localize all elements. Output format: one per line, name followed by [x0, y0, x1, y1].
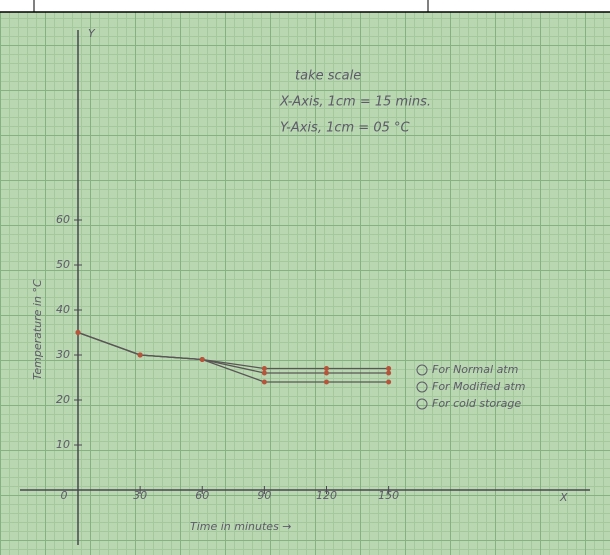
x-tick-label: 150 [378, 489, 399, 502]
point [324, 380, 329, 385]
chart: take scale X-Axis, 1cm = 15 mins. Y-Axis… [0, 0, 610, 555]
series-line [78, 333, 389, 383]
point [324, 366, 329, 371]
point [386, 371, 391, 376]
annotation: take scale [295, 69, 361, 84]
point [386, 380, 391, 385]
y-tick-label: 60 [56, 213, 70, 226]
y-tick-label: 20 [56, 393, 70, 406]
point [324, 371, 329, 376]
x-tick-label: 120 [316, 489, 337, 502]
point [262, 371, 267, 376]
point [386, 366, 391, 371]
annotation: X-Axis, 1cm = 15 mins. [279, 95, 431, 110]
y-axis-name: Y [88, 27, 96, 40]
legend-marker [417, 382, 427, 392]
point [76, 330, 81, 335]
y-tick-label: 10 [56, 438, 70, 451]
point [262, 380, 267, 385]
legend-label: For cold storage [432, 397, 521, 410]
point [262, 366, 267, 371]
x-tick-label: 0 [61, 489, 68, 502]
series-line [78, 333, 389, 369]
point [200, 357, 205, 362]
x-axis-label: Time in minutes → [190, 520, 292, 533]
table-edge [0, 0, 610, 12]
y-tick-label: 30 [56, 348, 70, 361]
legend-label: For Normal atm [432, 363, 518, 376]
x-tick-label: 60 [195, 489, 209, 502]
annotation: Y-Axis, 1cm = 05 °C [280, 121, 410, 136]
page: take scale X-Axis, 1cm = 15 mins. Y-Axis… [0, 0, 610, 555]
legend-label: For Modified atm [432, 380, 525, 393]
series-line [78, 333, 389, 374]
y-axis-label: Temperature in °C [31, 279, 44, 380]
x-axis-name: X [559, 491, 568, 504]
legend-marker [417, 399, 427, 409]
y-tick-label: 40 [56, 303, 70, 316]
x-tick-label: 30 [133, 489, 147, 502]
legend-marker [417, 365, 427, 375]
y-tick-label: 50 [56, 258, 70, 271]
point [138, 353, 143, 358]
x-tick-label: 90 [257, 489, 271, 502]
